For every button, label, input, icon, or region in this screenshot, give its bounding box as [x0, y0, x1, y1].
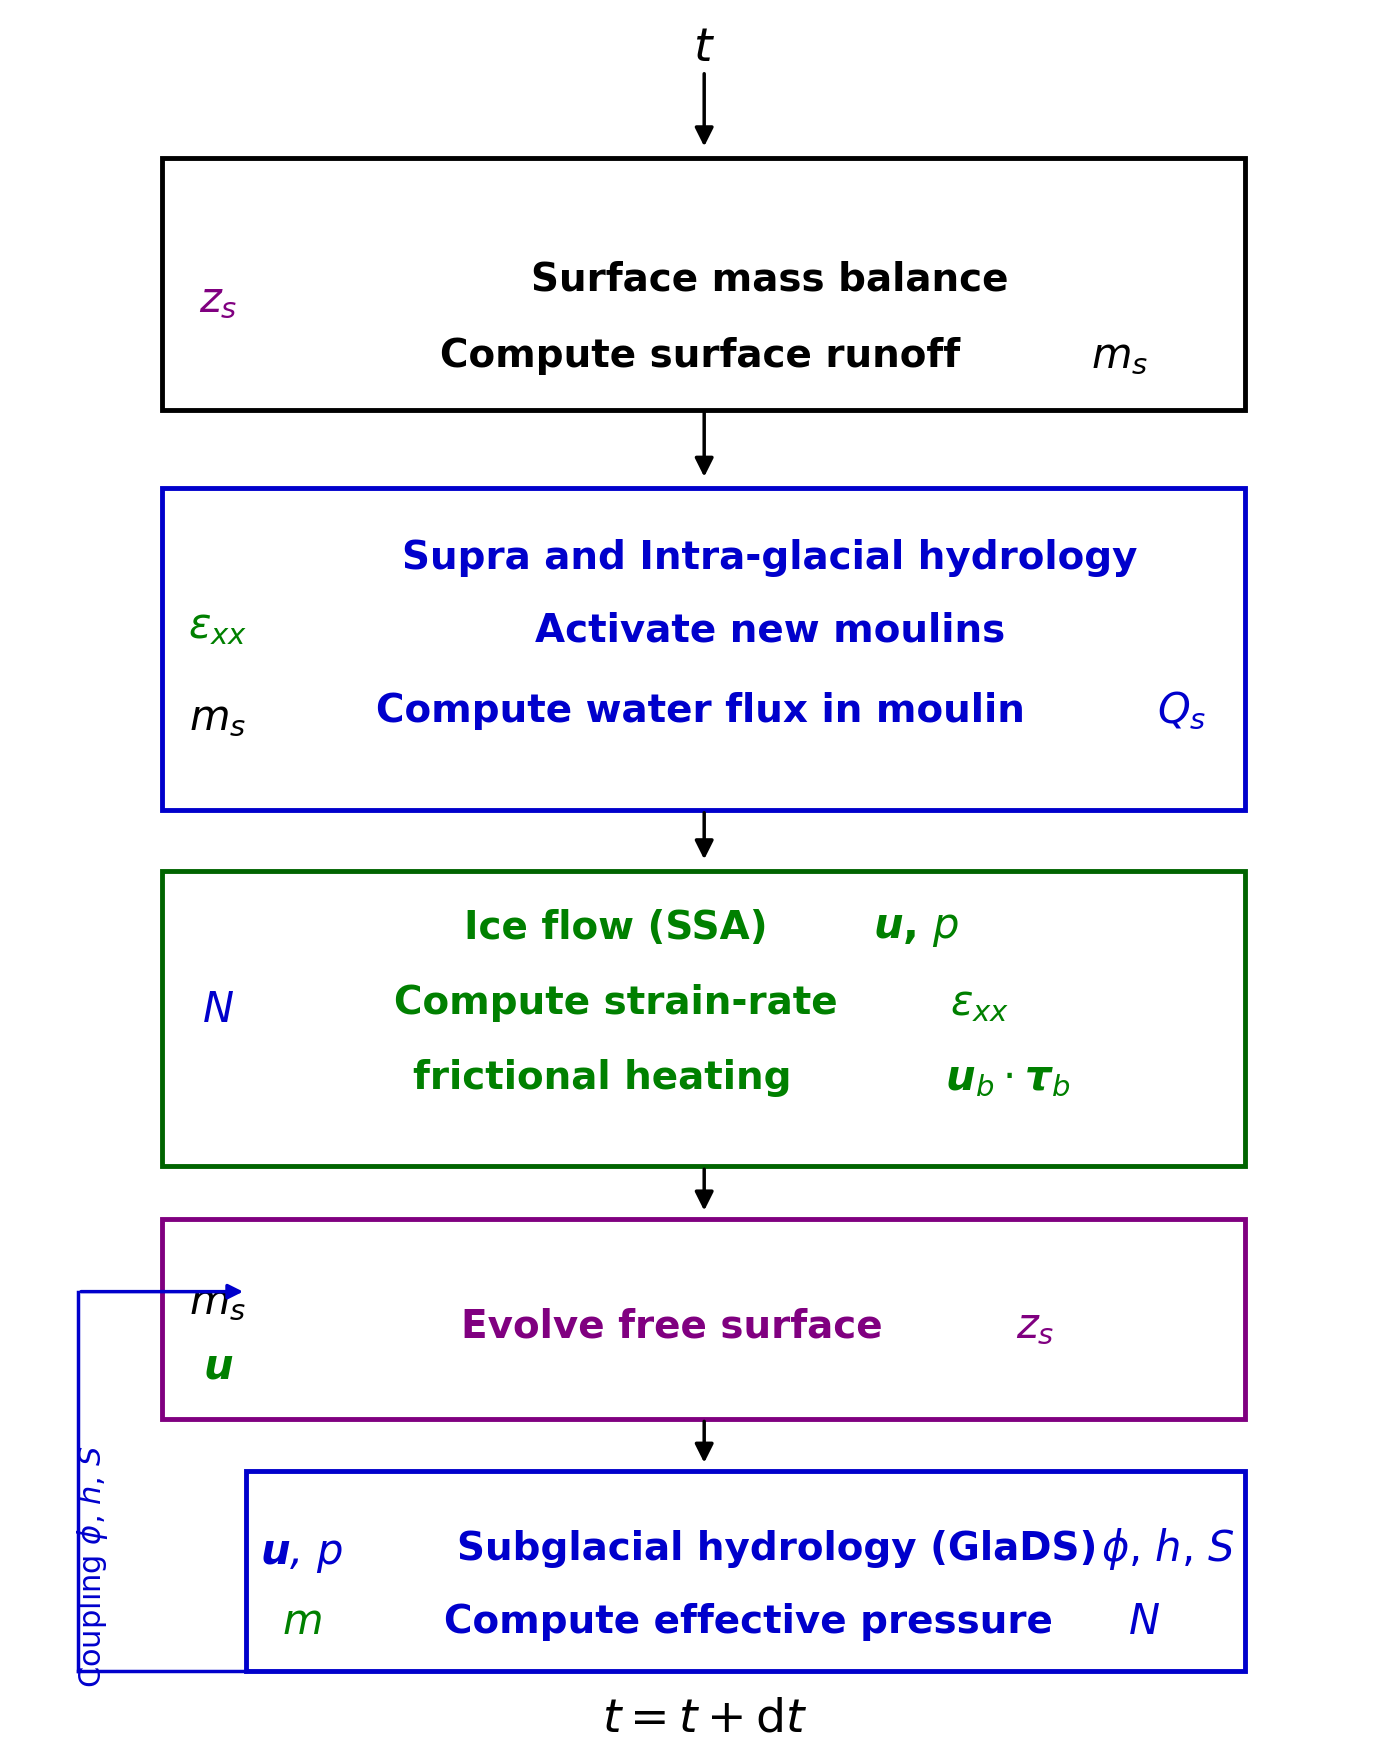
Text: Subglacial hydrology (GlaDS): Subglacial hydrology (GlaDS) [456, 1530, 1098, 1568]
Text: Compute effective pressure: Compute effective pressure [444, 1603, 1053, 1641]
FancyBboxPatch shape [162, 157, 1245, 411]
Text: $\boldsymbol{u}_b \cdot \boldsymbol{\tau}_b$: $\boldsymbol{u}_b \cdot \boldsymbol{\tau… [945, 1058, 1070, 1099]
Text: $\boldsymbol{u}$, $p$: $\boldsymbol{u}$, $p$ [260, 1533, 343, 1575]
Text: Surface mass balance: Surface mass balance [531, 260, 1008, 299]
Text: $t$: $t$ [693, 26, 715, 72]
Text: $Q_s$: $Q_s$ [1158, 690, 1207, 732]
Text: $z_s$: $z_s$ [1016, 1306, 1054, 1348]
Text: $m_s$: $m_s$ [189, 697, 246, 739]
Text: Activate new moulins: Activate new moulins [535, 612, 1005, 650]
Text: $m_s$: $m_s$ [189, 1281, 246, 1323]
Text: Coupling $\phi$, $h$, $S$: Coupling $\phi$, $h$, $S$ [74, 1446, 109, 1687]
FancyBboxPatch shape [162, 488, 1245, 809]
Text: $z_s$: $z_s$ [199, 280, 237, 322]
Text: $N$: $N$ [202, 989, 234, 1031]
Text: Evolve free surface: Evolve free surface [461, 1308, 883, 1346]
FancyBboxPatch shape [162, 1218, 1245, 1419]
FancyBboxPatch shape [246, 1470, 1245, 1671]
Text: $m_s$: $m_s$ [1091, 336, 1148, 378]
Text: Compute water flux in moulin: Compute water flux in moulin [375, 692, 1025, 731]
Text: Ice flow (SSA): Ice flow (SSA) [465, 909, 769, 947]
Text: $t = t + \mathrm{d}t$: $t = t + \mathrm{d}t$ [602, 1697, 806, 1743]
Text: $\phi$, $h$, $S$: $\phi$, $h$, $S$ [1102, 1526, 1235, 1571]
Text: $m$: $m$ [281, 1601, 322, 1643]
Text: frictional heating: frictional heating [413, 1059, 791, 1096]
Text: $\epsilon_{xx}$: $\epsilon_{xx}$ [189, 605, 248, 647]
Text: $\boldsymbol{u}$: $\boldsymbol{u}$ [203, 1346, 234, 1388]
FancyBboxPatch shape [162, 871, 1245, 1166]
Text: $\boldsymbol{u}$, $p$: $\boldsymbol{u}$, $p$ [874, 907, 960, 949]
Text: Compute strain-rate: Compute strain-rate [395, 984, 839, 1023]
Text: Supra and Intra-glacial hydrology: Supra and Intra-glacial hydrology [402, 538, 1138, 577]
Text: $N$: $N$ [1128, 1601, 1161, 1643]
Text: Compute surface runoff: Compute surface runoff [440, 337, 960, 376]
Text: $\epsilon_{xx}$: $\epsilon_{xx}$ [949, 982, 1009, 1024]
